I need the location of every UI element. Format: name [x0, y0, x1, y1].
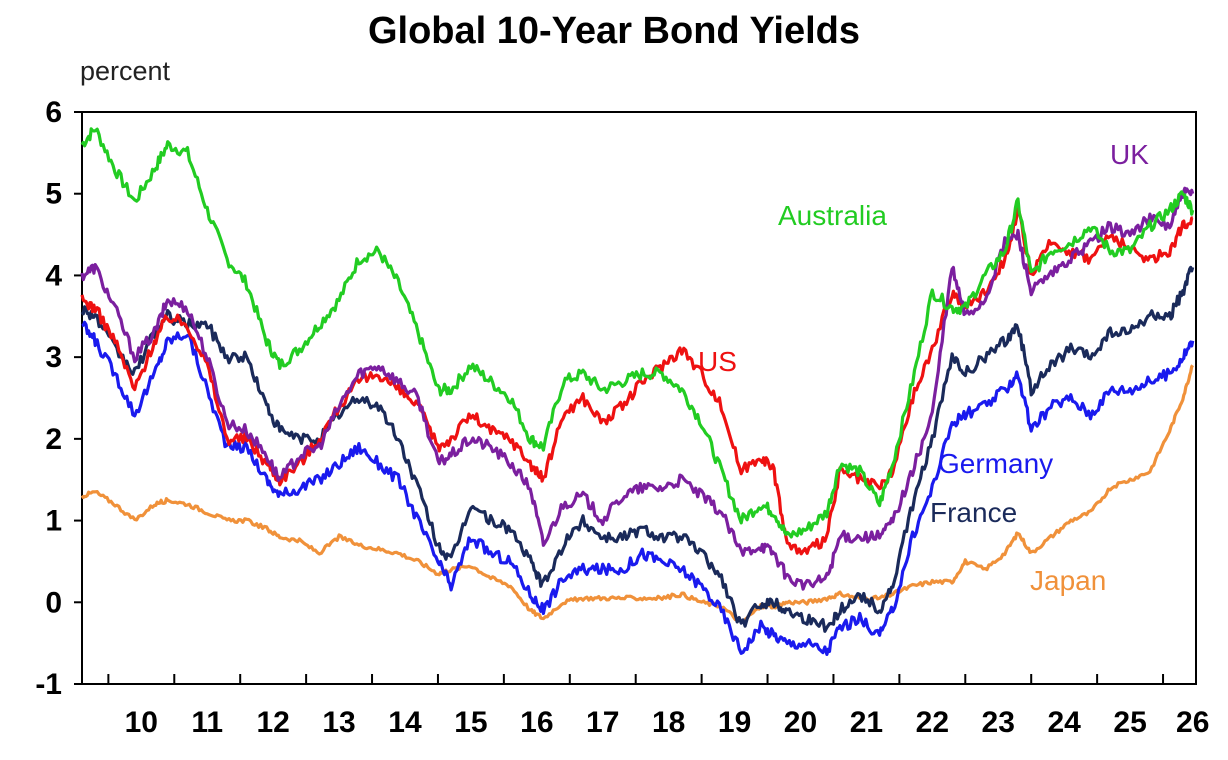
series-label-us: US: [698, 346, 737, 377]
x-tick-label: 16: [520, 706, 553, 739]
plot-frame: [81, 111, 1197, 685]
x-tick-label: 20: [784, 706, 817, 739]
series-line-uk: [80, 186, 1195, 591]
y-tick-label: 1: [45, 505, 62, 538]
y-tick-label: -1: [35, 668, 62, 701]
series-label-australia: Australia: [778, 200, 887, 231]
x-tick-label: 24: [1047, 706, 1081, 739]
x-tick-label: 26: [1176, 706, 1209, 739]
x-tick-label: 19: [718, 706, 751, 739]
x-tick-label: 18: [652, 706, 685, 739]
y-tick-label: 2: [45, 423, 62, 456]
x-tick-label: 15: [454, 706, 487, 739]
x-tick-label: 21: [850, 706, 883, 739]
series-label-france: France: [930, 497, 1017, 528]
series-label-japan: Japan: [1030, 565, 1106, 596]
x-tick-label: 14: [388, 706, 422, 739]
x-tick-label: 22: [916, 706, 949, 739]
series-line-germany: [81, 320, 1195, 657]
series-line-france: [80, 265, 1195, 633]
series-line-japan: [80, 364, 1194, 623]
x-tick-label: 23: [982, 706, 1015, 739]
series-line-australia: [80, 127, 1195, 539]
y-tick-label: 3: [45, 341, 62, 374]
y-tick-label: 5: [45, 178, 62, 211]
x-tick-label: 25: [1113, 706, 1146, 739]
y-axis-unit-label: percent: [80, 56, 171, 86]
series-label-uk: UK: [1110, 139, 1149, 170]
x-tick-label: 12: [256, 706, 289, 739]
chart-title: Global 10-Year Bond Yields: [367, 10, 861, 52]
x-tick-label: 13: [322, 706, 355, 739]
x-tick-label: 17: [586, 706, 619, 739]
y-tick-label: 4: [45, 259, 62, 292]
series-label-germany: Germany: [938, 448, 1053, 479]
y-tick-label: 0: [45, 586, 62, 619]
x-tick-label: 11: [191, 706, 223, 739]
series-line-us: [80, 203, 1194, 556]
x-tick-label: 10: [125, 706, 158, 739]
y-tick-label: 6: [45, 96, 62, 129]
